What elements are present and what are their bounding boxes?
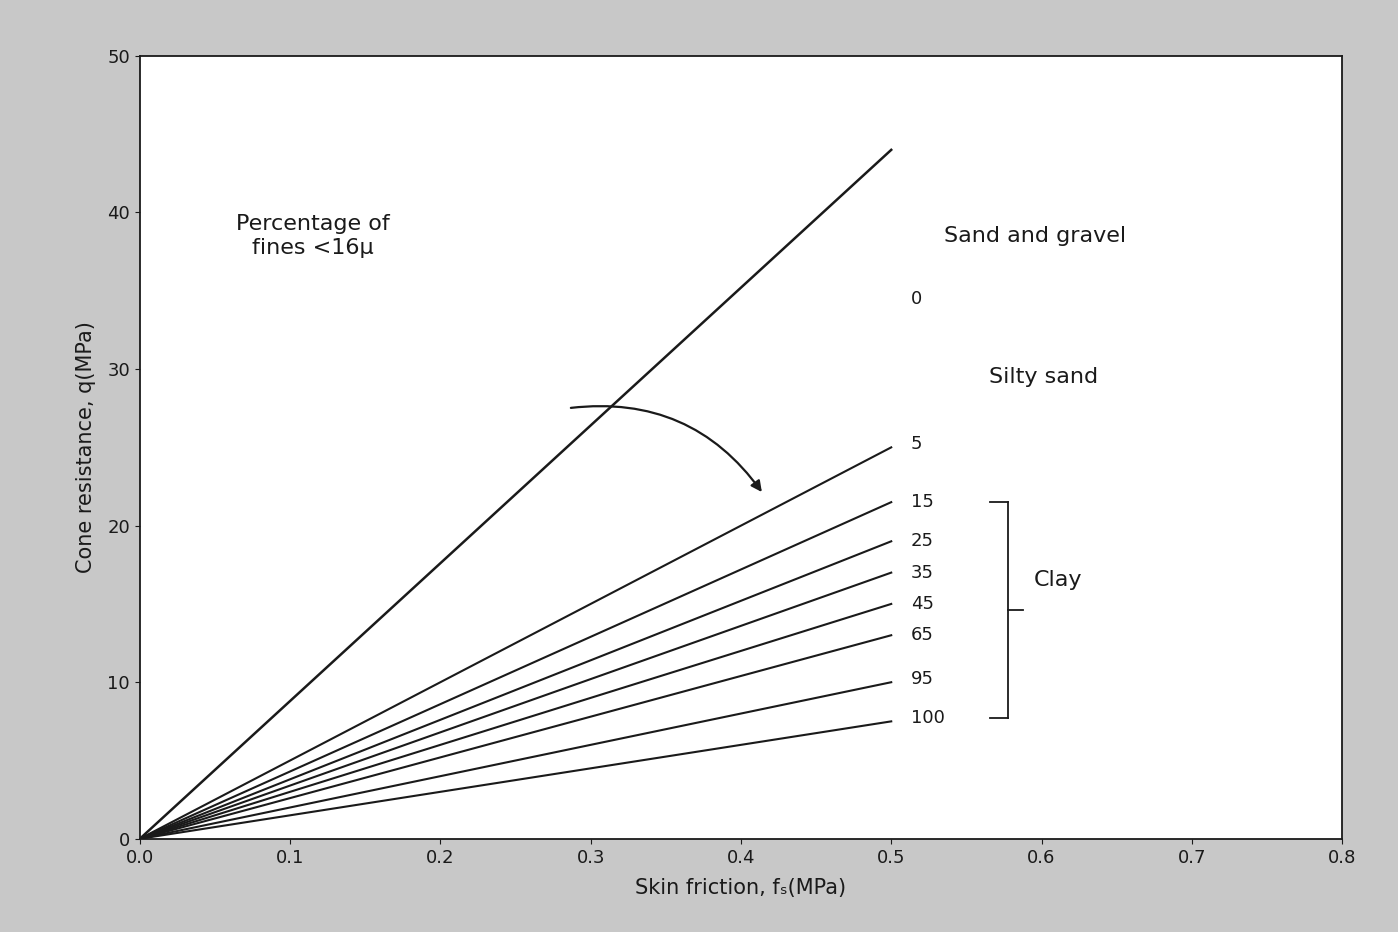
Text: Sand and gravel: Sand and gravel xyxy=(944,226,1125,246)
Text: 15: 15 xyxy=(910,493,934,511)
Text: 5: 5 xyxy=(910,435,923,453)
Text: 45: 45 xyxy=(910,595,934,613)
Text: Silty sand: Silty sand xyxy=(988,367,1097,387)
Text: Percentage of
fines <16μ: Percentage of fines <16μ xyxy=(236,214,390,257)
Y-axis label: Cone resistance, q⁣(MPa): Cone resistance, q⁣(MPa) xyxy=(77,322,96,573)
X-axis label: Skin friction, fₛ(MPa): Skin friction, fₛ(MPa) xyxy=(635,878,847,898)
Text: 0: 0 xyxy=(910,290,923,308)
Text: 95: 95 xyxy=(910,670,934,688)
Text: 100: 100 xyxy=(910,709,945,727)
Text: Clay: Clay xyxy=(1035,570,1082,591)
Text: 35: 35 xyxy=(910,564,934,582)
Text: 65: 65 xyxy=(910,626,934,644)
Text: 25: 25 xyxy=(910,532,934,550)
